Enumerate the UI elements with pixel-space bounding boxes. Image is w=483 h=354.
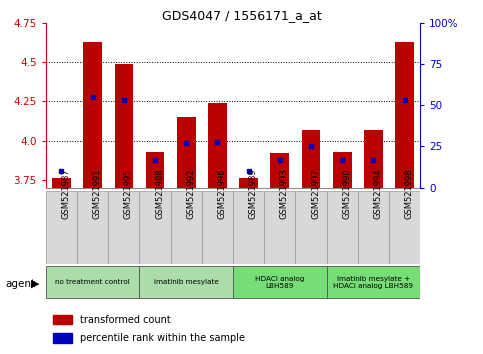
Text: GSM521997: GSM521997 bbox=[311, 168, 320, 219]
FancyBboxPatch shape bbox=[202, 191, 233, 264]
Text: GSM521990: GSM521990 bbox=[342, 168, 351, 218]
Bar bbox=[239, 178, 258, 188]
Text: GSM521987: GSM521987 bbox=[61, 168, 71, 219]
FancyBboxPatch shape bbox=[46, 191, 77, 264]
FancyBboxPatch shape bbox=[170, 191, 202, 264]
Text: imatinib mesylate +
HDACi analog LBH589: imatinib mesylate + HDACi analog LBH589 bbox=[333, 275, 413, 289]
Bar bbox=[146, 152, 164, 188]
Text: transformed count: transformed count bbox=[80, 315, 170, 325]
Text: GSM521995: GSM521995 bbox=[124, 168, 133, 218]
FancyBboxPatch shape bbox=[233, 191, 264, 264]
Text: percentile rank within the sample: percentile rank within the sample bbox=[80, 333, 244, 343]
Bar bbox=[84, 42, 102, 188]
Text: GSM521996: GSM521996 bbox=[217, 168, 227, 219]
Text: GSM521989: GSM521989 bbox=[249, 168, 257, 219]
Bar bbox=[395, 42, 414, 188]
FancyBboxPatch shape bbox=[296, 191, 327, 264]
Text: ▶: ▶ bbox=[30, 279, 39, 289]
Text: GSM521993: GSM521993 bbox=[280, 168, 289, 219]
Text: imatinib mesylate: imatinib mesylate bbox=[154, 279, 219, 285]
Bar bbox=[302, 130, 320, 188]
Bar bbox=[53, 315, 72, 324]
FancyBboxPatch shape bbox=[327, 266, 420, 298]
Bar bbox=[52, 178, 71, 188]
Text: HDACi analog
LBH589: HDACi analog LBH589 bbox=[255, 275, 304, 289]
FancyBboxPatch shape bbox=[77, 191, 108, 264]
FancyBboxPatch shape bbox=[46, 266, 140, 298]
Bar bbox=[114, 64, 133, 188]
FancyBboxPatch shape bbox=[358, 191, 389, 264]
Bar bbox=[270, 153, 289, 188]
Text: GSM521992: GSM521992 bbox=[186, 168, 195, 218]
Bar bbox=[364, 130, 383, 188]
FancyBboxPatch shape bbox=[140, 191, 170, 264]
Text: GSM521998: GSM521998 bbox=[405, 168, 413, 219]
Bar bbox=[53, 333, 72, 343]
Text: agent: agent bbox=[6, 279, 36, 289]
FancyBboxPatch shape bbox=[233, 266, 327, 298]
Text: no treatment control: no treatment control bbox=[55, 279, 130, 285]
FancyBboxPatch shape bbox=[108, 191, 140, 264]
FancyBboxPatch shape bbox=[389, 191, 420, 264]
FancyBboxPatch shape bbox=[327, 191, 358, 264]
Text: GSM521988: GSM521988 bbox=[155, 168, 164, 219]
Text: GSM521991: GSM521991 bbox=[93, 168, 102, 218]
Bar bbox=[208, 103, 227, 188]
Text: GSM521994: GSM521994 bbox=[373, 168, 383, 218]
Text: GDS4047 / 1556171_a_at: GDS4047 / 1556171_a_at bbox=[162, 9, 321, 22]
Bar bbox=[333, 152, 352, 188]
Bar bbox=[177, 117, 196, 188]
FancyBboxPatch shape bbox=[140, 266, 233, 298]
FancyBboxPatch shape bbox=[264, 191, 296, 264]
